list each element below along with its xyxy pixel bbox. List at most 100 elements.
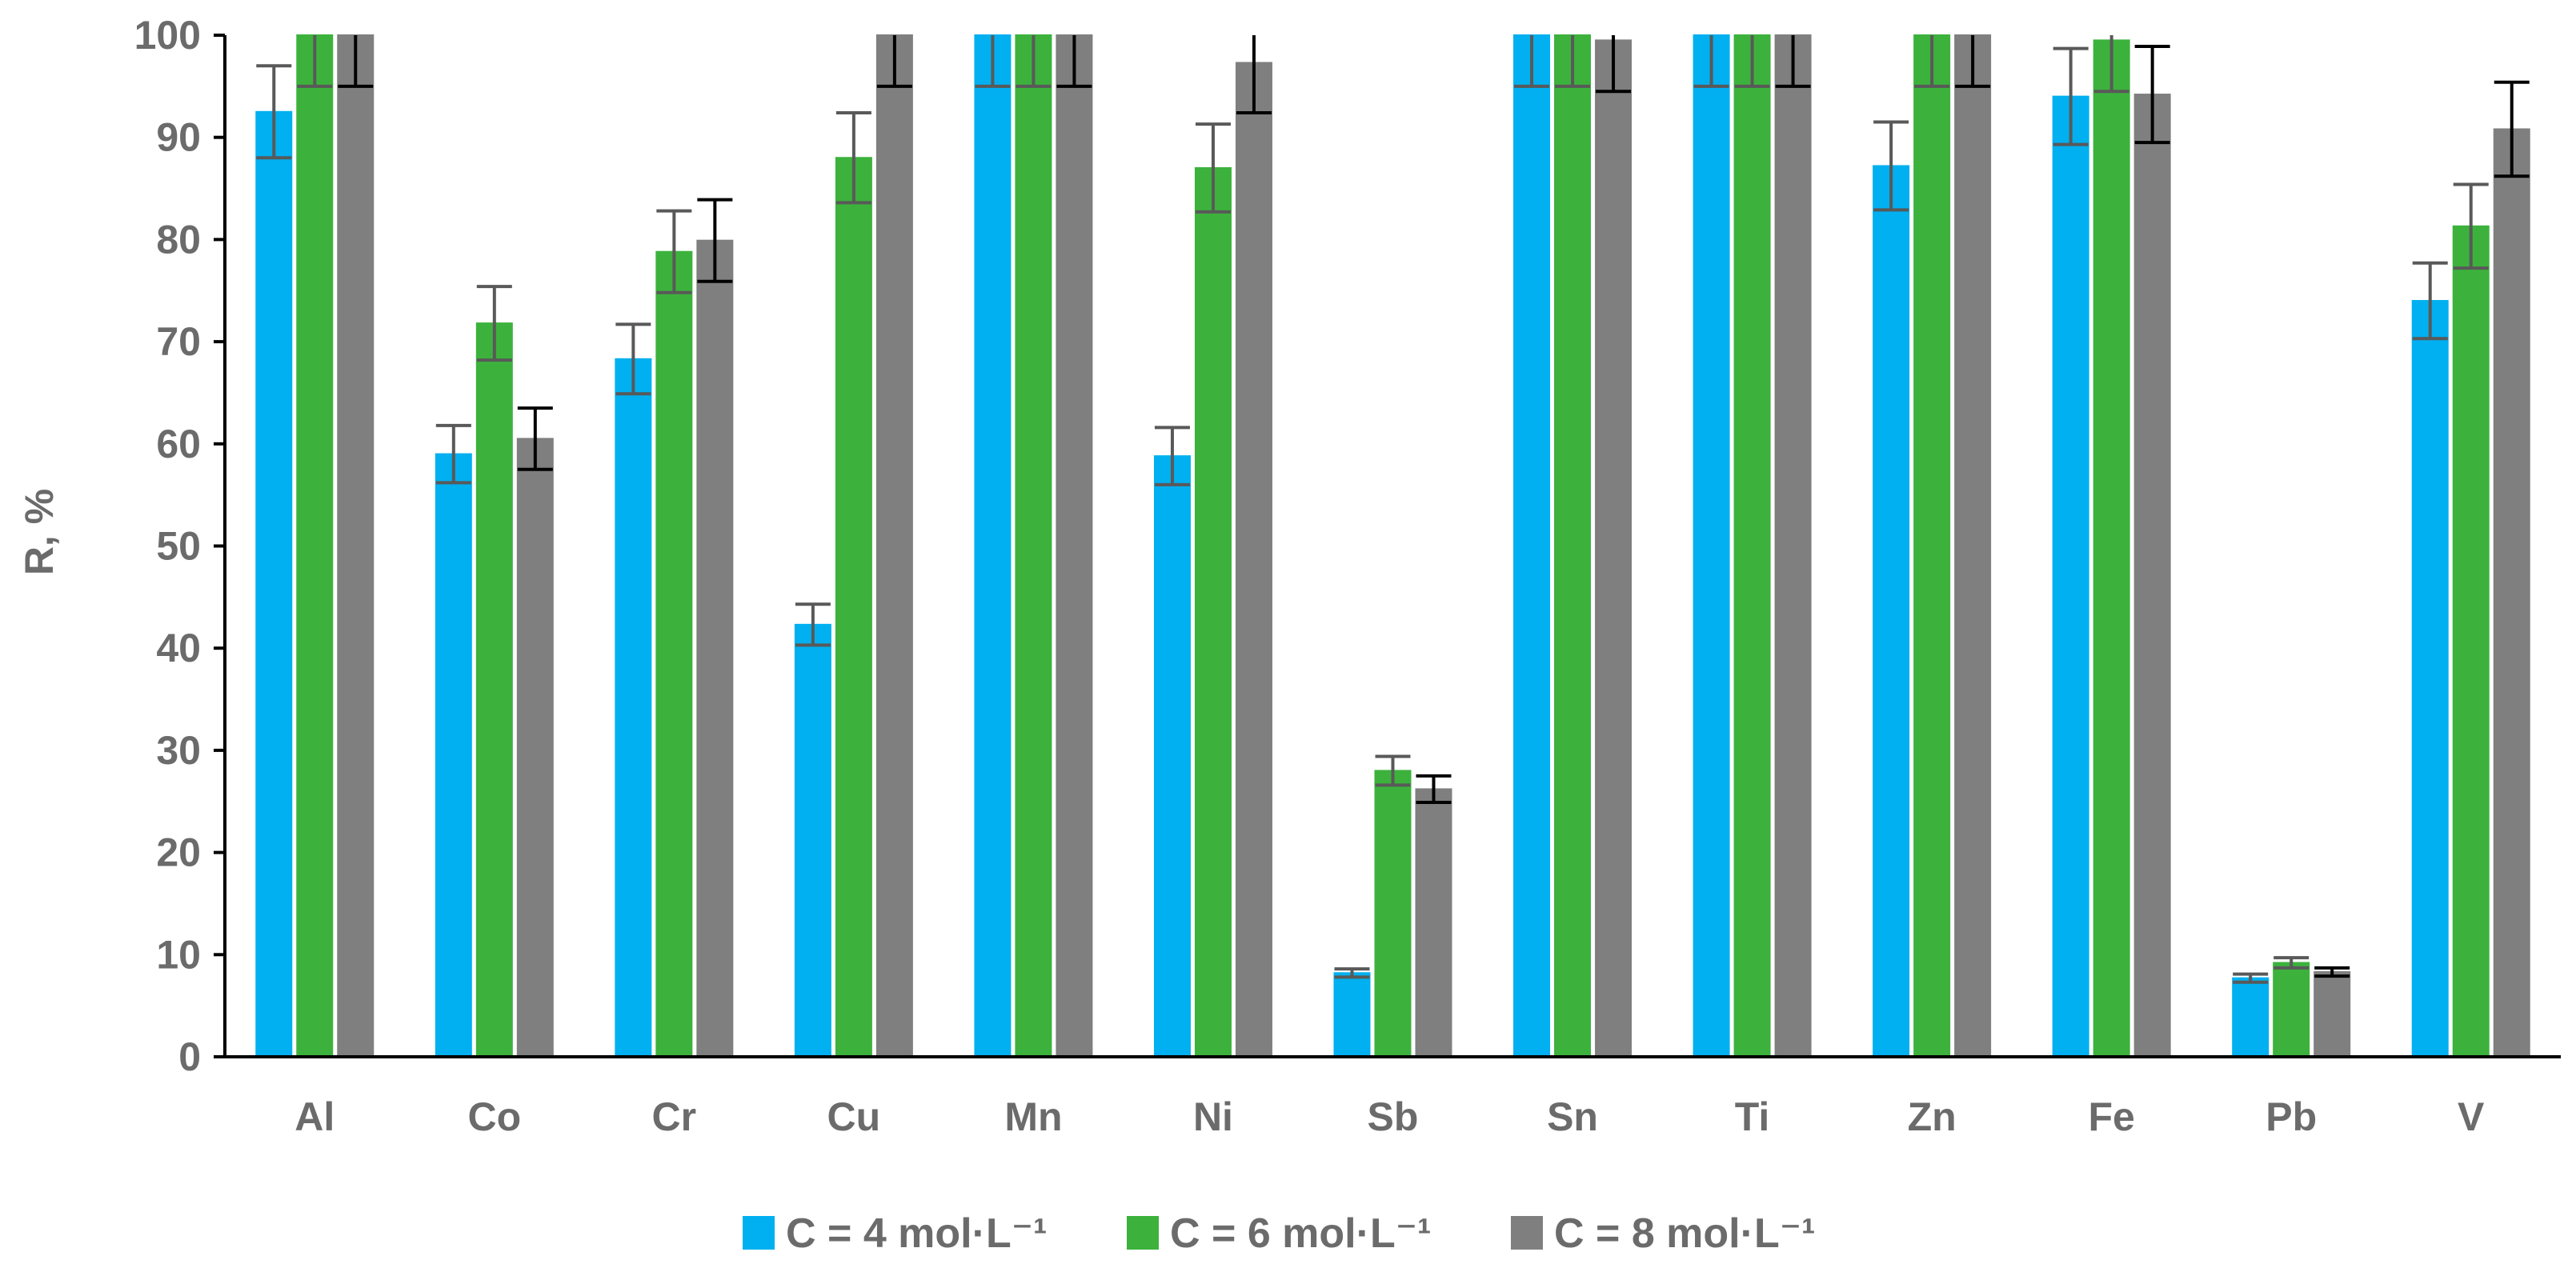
error-bar-fe-series-2 [2093, 35, 2129, 94]
bar-ni-series-1 [1153, 455, 1191, 1058]
legend-swatch-series-2 [1127, 1216, 1159, 1250]
error-bar-al-series-2 [297, 35, 333, 88]
y-axis-ticks: 0 10 20 30 40 50 60 70 80 90 100 [134, 13, 225, 1079]
bar-ti-series-2 [1733, 34, 1771, 1058]
error-bar-mn-series-2 [1016, 35, 1052, 88]
error-bar-ni-series-3 [1236, 35, 1272, 115]
error-bar-co-series-3 [517, 406, 553, 471]
x-tick-label-sb: Sb [1368, 1094, 1419, 1139]
error-bar-fe-series-1 [2053, 46, 2089, 146]
bar-sb-series-2 [1374, 770, 1412, 1058]
error-bar-ni-series-2 [1195, 122, 1231, 214]
y-tick-label-30: 30 [156, 728, 201, 773]
bars-layer [255, 34, 2530, 1058]
bar-fe-series-3 [2133, 94, 2171, 1058]
bar-zn-series-1 [1873, 165, 1910, 1058]
error-bar-v-series-1 [2412, 261, 2448, 341]
bar-ni-series-3 [1235, 62, 1272, 1058]
error-bar-cu-series-3 [876, 35, 912, 88]
y-tick-label-40: 40 [156, 626, 201, 670]
x-tick-label-ni: Ni [1193, 1094, 1233, 1139]
x-tick-label-mn: Mn [1004, 1094, 1062, 1139]
y-axis-title: R, % [17, 489, 62, 575]
error-bar-co-series-1 [435, 423, 471, 485]
x-tick-label-pb: Pb [2266, 1094, 2317, 1139]
error-bar-sn-series-1 [1514, 35, 1550, 88]
bar-cu-series-1 [794, 623, 831, 1058]
bar-zn-series-2 [1913, 34, 1951, 1058]
bar-sn-series-2 [1554, 34, 1592, 1058]
error-bar-sn-series-2 [1555, 35, 1591, 88]
x-tick-label-co: Co [467, 1094, 521, 1139]
x-tick-label-cu: Cu [827, 1094, 881, 1139]
legend-item-series-2: C = 6 mol·L⁻¹ [1127, 1210, 1431, 1257]
error-bar-sb-series-3 [1416, 774, 1452, 805]
error-bar-v-series-3 [2494, 80, 2530, 178]
x-tick-label-fe: Fe [2088, 1094, 2134, 1139]
bar-mn-series-2 [1015, 34, 1052, 1058]
legend-item-series-3: C = 8 mol·L⁻¹ [1511, 1210, 1815, 1257]
bar-v-series-2 [2452, 225, 2490, 1058]
error-bar-sn-series-3 [1596, 35, 1632, 94]
y-tick-label-20: 20 [156, 830, 201, 875]
error-bar-ti-series-1 [1693, 35, 1729, 88]
y-tick-label-70: 70 [156, 319, 201, 364]
bar-v-series-3 [2493, 128, 2530, 1058]
error-bar-mn-series-1 [975, 35, 1011, 88]
error-bar-zn-series-2 [1914, 35, 1950, 88]
bar-cr-series-2 [655, 250, 693, 1058]
error-bar-ti-series-3 [1775, 35, 1811, 88]
error-bar-zn-series-1 [1873, 120, 1909, 212]
bar-cu-series-3 [875, 34, 913, 1058]
bar-zn-series-3 [1954, 34, 1992, 1058]
error-bar-sb-series-2 [1375, 754, 1411, 787]
bar-co-series-1 [435, 453, 472, 1058]
legend-swatch-series-1 [743, 1216, 775, 1250]
bar-cr-series-3 [696, 239, 734, 1058]
bar-cr-series-1 [615, 358, 652, 1058]
y-tick-label-80: 80 [156, 217, 201, 262]
bar-ni-series-2 [1194, 167, 1232, 1058]
bar-al-series-1 [255, 110, 293, 1058]
error-bar-zn-series-3 [1955, 35, 1991, 88]
y-tick-label-100: 100 [134, 13, 201, 58]
error-bar-pb-series-2 [2274, 956, 2310, 970]
x-tick-label-al: Al [294, 1094, 335, 1139]
y-tick-label-60: 60 [156, 422, 201, 466]
error-bar-al-series-1 [256, 64, 292, 160]
error-bar-al-series-3 [338, 35, 374, 88]
y-tick-label-90: 90 [156, 115, 201, 160]
error-bar-ni-series-1 [1154, 426, 1190, 486]
bar-fe-series-2 [2093, 39, 2130, 1058]
bar-al-series-3 [337, 34, 375, 1058]
bar-sn-series-3 [1595, 39, 1633, 1058]
bar-sn-series-1 [1513, 34, 1551, 1058]
bar-ti-series-1 [1693, 34, 1730, 1058]
error-bar-cr-series-2 [656, 209, 692, 294]
error-bar-mn-series-3 [1056, 35, 1092, 88]
x-tick-label-ti: Ti [1735, 1094, 1770, 1139]
legend-label-series-2: C = 6 mol·L⁻¹ [1170, 1210, 1431, 1257]
bar-mn-series-1 [974, 34, 1012, 1058]
bar-v-series-1 [2411, 300, 2449, 1058]
legend-label-series-1: C = 4 mol·L⁻¹ [786, 1210, 1047, 1257]
bar-fe-series-1 [2052, 95, 2089, 1058]
error-bar-ti-series-2 [1734, 35, 1770, 88]
bar-sb-series-1 [1333, 972, 1371, 1058]
error-bar-cr-series-3 [697, 198, 733, 283]
error-bar-co-series-2 [476, 285, 512, 362]
x-tick-label-sn: Sn [1547, 1094, 1598, 1139]
error-bar-sb-series-1 [1334, 967, 1370, 979]
error-bar-fe-series-3 [2134, 45, 2170, 145]
bar-co-series-2 [475, 322, 513, 1058]
legend-swatch-series-3 [1511, 1216, 1543, 1250]
x-tick-label-zn: Zn [1908, 1094, 1957, 1139]
error-bar-pb-series-3 [2314, 966, 2350, 978]
bar-pb-series-1 [2232, 977, 2270, 1058]
x-tick-label-v: V [2458, 1094, 2485, 1139]
bar-ti-series-3 [1774, 34, 1812, 1058]
y-tick-label-0: 0 [178, 1034, 201, 1079]
legend: C = 4 mol·L⁻¹ C = 6 mol·L⁻¹ C = 8 mol·L⁻¹ [743, 1210, 1815, 1257]
